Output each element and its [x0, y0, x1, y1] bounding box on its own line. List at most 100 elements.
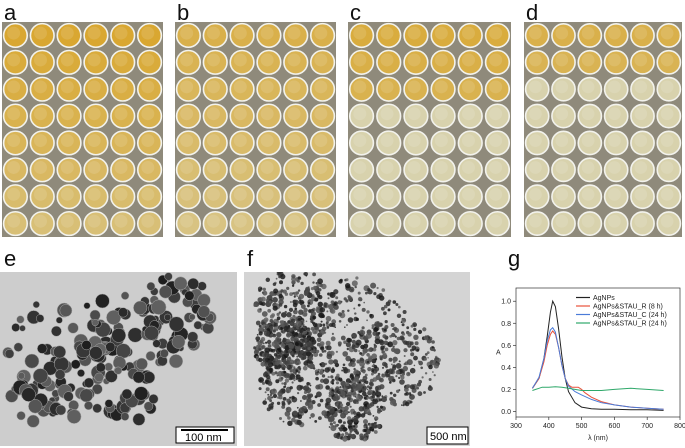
- panel-label-d: d: [526, 0, 539, 25]
- well: [229, 22, 255, 49]
- legend-entry: AgNPs&STAU_C (24 h): [593, 312, 667, 319]
- well: [577, 76, 603, 102]
- well: [348, 130, 375, 156]
- well: [403, 157, 429, 183]
- well: [524, 157, 550, 183]
- nanoparticle-cluster: [2, 272, 217, 428]
- well: [175, 22, 202, 49]
- well: [430, 103, 456, 129]
- well: [202, 22, 228, 49]
- well: [136, 157, 163, 183]
- well: [110, 103, 136, 129]
- plate-image-c: [348, 22, 511, 237]
- well: [348, 22, 375, 49]
- well: [457, 184, 483, 210]
- well: [256, 49, 282, 75]
- well: [630, 49, 655, 75]
- well: [630, 157, 655, 183]
- well: [256, 184, 282, 210]
- well: [202, 184, 228, 210]
- x-tick-label: 400: [543, 423, 555, 430]
- well: [403, 76, 429, 102]
- well: [29, 22, 55, 49]
- well: [175, 103, 202, 129]
- well: [403, 49, 429, 75]
- well: [256, 130, 282, 156]
- well: [348, 184, 375, 210]
- well: [202, 130, 228, 156]
- well: [29, 103, 55, 129]
- well: [403, 184, 429, 210]
- well: [577, 184, 603, 210]
- well: [56, 49, 82, 75]
- well: [484, 157, 511, 183]
- well: [603, 103, 629, 129]
- well: [309, 130, 336, 156]
- well: [656, 157, 682, 183]
- well: [83, 49, 109, 75]
- aggregate-cluster: [253, 272, 441, 442]
- well: [256, 210, 282, 237]
- well: [551, 76, 576, 102]
- well: [457, 130, 483, 156]
- well: [229, 76, 255, 102]
- plate-photo-a: [2, 22, 163, 237]
- well: [484, 49, 511, 75]
- well: [309, 210, 336, 237]
- well: [83, 22, 109, 49]
- well: [202, 76, 228, 102]
- well: [524, 23, 550, 48]
- well: [376, 76, 402, 102]
- well: [2, 76, 29, 102]
- well: [348, 49, 375, 75]
- well: [551, 211, 576, 236]
- well: [83, 130, 109, 156]
- x-tick-label: 800: [674, 423, 685, 430]
- well: [457, 210, 483, 237]
- well: [348, 210, 375, 237]
- well: [110, 76, 136, 102]
- well: [630, 130, 655, 156]
- well: [376, 49, 402, 75]
- well: [29, 157, 55, 183]
- well: [202, 157, 228, 183]
- well: [309, 157, 336, 183]
- well: [29, 76, 55, 102]
- panel-label-e: e: [4, 246, 17, 271]
- well: [376, 22, 402, 49]
- tem-image-f: 500 nm: [244, 272, 470, 446]
- y-tick-label: 0.2: [501, 387, 511, 394]
- well: [430, 184, 456, 210]
- well: [175, 210, 202, 237]
- well: [577, 49, 603, 75]
- well: [603, 76, 629, 102]
- well: [283, 184, 309, 210]
- well: [430, 157, 456, 183]
- well: [630, 23, 655, 48]
- well: [56, 210, 82, 237]
- scale-bar-label-e: 100 nm: [185, 432, 222, 444]
- well: [136, 76, 163, 102]
- x-tick-label: 700: [641, 423, 653, 430]
- well: [376, 184, 402, 210]
- well: [484, 130, 511, 156]
- panel-label-f: f: [247, 246, 254, 271]
- well: [457, 157, 483, 183]
- well: [551, 130, 576, 156]
- well: [656, 76, 682, 102]
- well: [136, 22, 163, 49]
- well: [29, 49, 55, 75]
- well: [2, 130, 29, 156]
- well: [309, 22, 336, 49]
- well: [175, 76, 202, 102]
- well: [2, 22, 29, 49]
- well: [256, 76, 282, 102]
- series-line-2: [531, 326, 664, 410]
- plate-image-b: [175, 22, 336, 237]
- well: [202, 103, 228, 129]
- well: [430, 49, 456, 75]
- well: [110, 22, 136, 49]
- well: [29, 184, 55, 210]
- well: [630, 76, 655, 102]
- well: [229, 210, 255, 237]
